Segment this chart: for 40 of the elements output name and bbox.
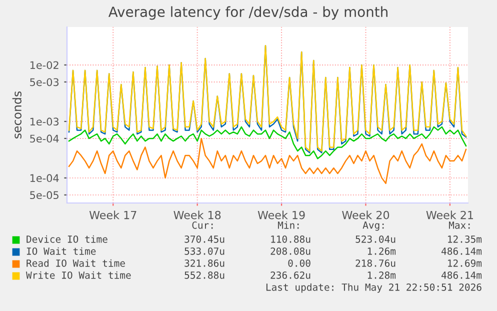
text: 218.76u [356,259,396,267]
x-tick-label: Week 17 [89,210,136,220]
text: 236.62u [270,271,310,279]
text: 321.86u [184,259,224,267]
text: 486.14m [442,271,482,279]
x-tick-label: Week 21 [426,210,473,220]
text: 370.45u [184,235,224,243]
y-tick-label: 1e-02 [30,61,58,70]
y-tick-label: 5e-04 [30,134,59,143]
text: 208.08u [270,247,310,255]
y-tick-label: 5e-05 [30,191,58,200]
text: 110.88u [271,235,310,243]
legend-label: Device IO time [26,235,108,243]
text: Min: [278,221,299,229]
text: 0.00 [288,259,310,267]
legend-label: Read IO Wait time [26,259,125,267]
y-tick-label: 5e-03 [30,78,59,86]
x-tick-label: Week 18 [174,210,221,220]
text: 486.14m [442,247,482,255]
text: 552.88u [184,271,224,279]
text: Last update: Thu May 21 22:50:51 2026 [266,283,482,293]
y-axis-title: seconds [12,91,22,138]
x-tick-label: Week 19 [258,210,305,220]
text: 1.28m [368,271,396,279]
text: Cur: [192,221,213,229]
text: 12.35m [448,235,482,243]
text: 1.26m [368,247,396,255]
text: Max: [448,222,470,229]
legend-label: Write IO Wait time [26,271,131,279]
x-tick-label: Week 20 [342,210,390,220]
y-tick-label: 1e-03 [30,118,59,126]
line-series [68,126,467,160]
y-tick-label: 1e-04 [30,174,59,182]
text: 533.07u [184,247,224,255]
text: 523.04u [356,235,396,243]
text: Avg: [362,222,384,231]
legend-label: IO Wait time [26,247,96,255]
text: 12.69m [448,259,482,267]
chart-title: Average latency for /dev/sda - by month [108,6,388,20]
line-series [68,138,467,184]
